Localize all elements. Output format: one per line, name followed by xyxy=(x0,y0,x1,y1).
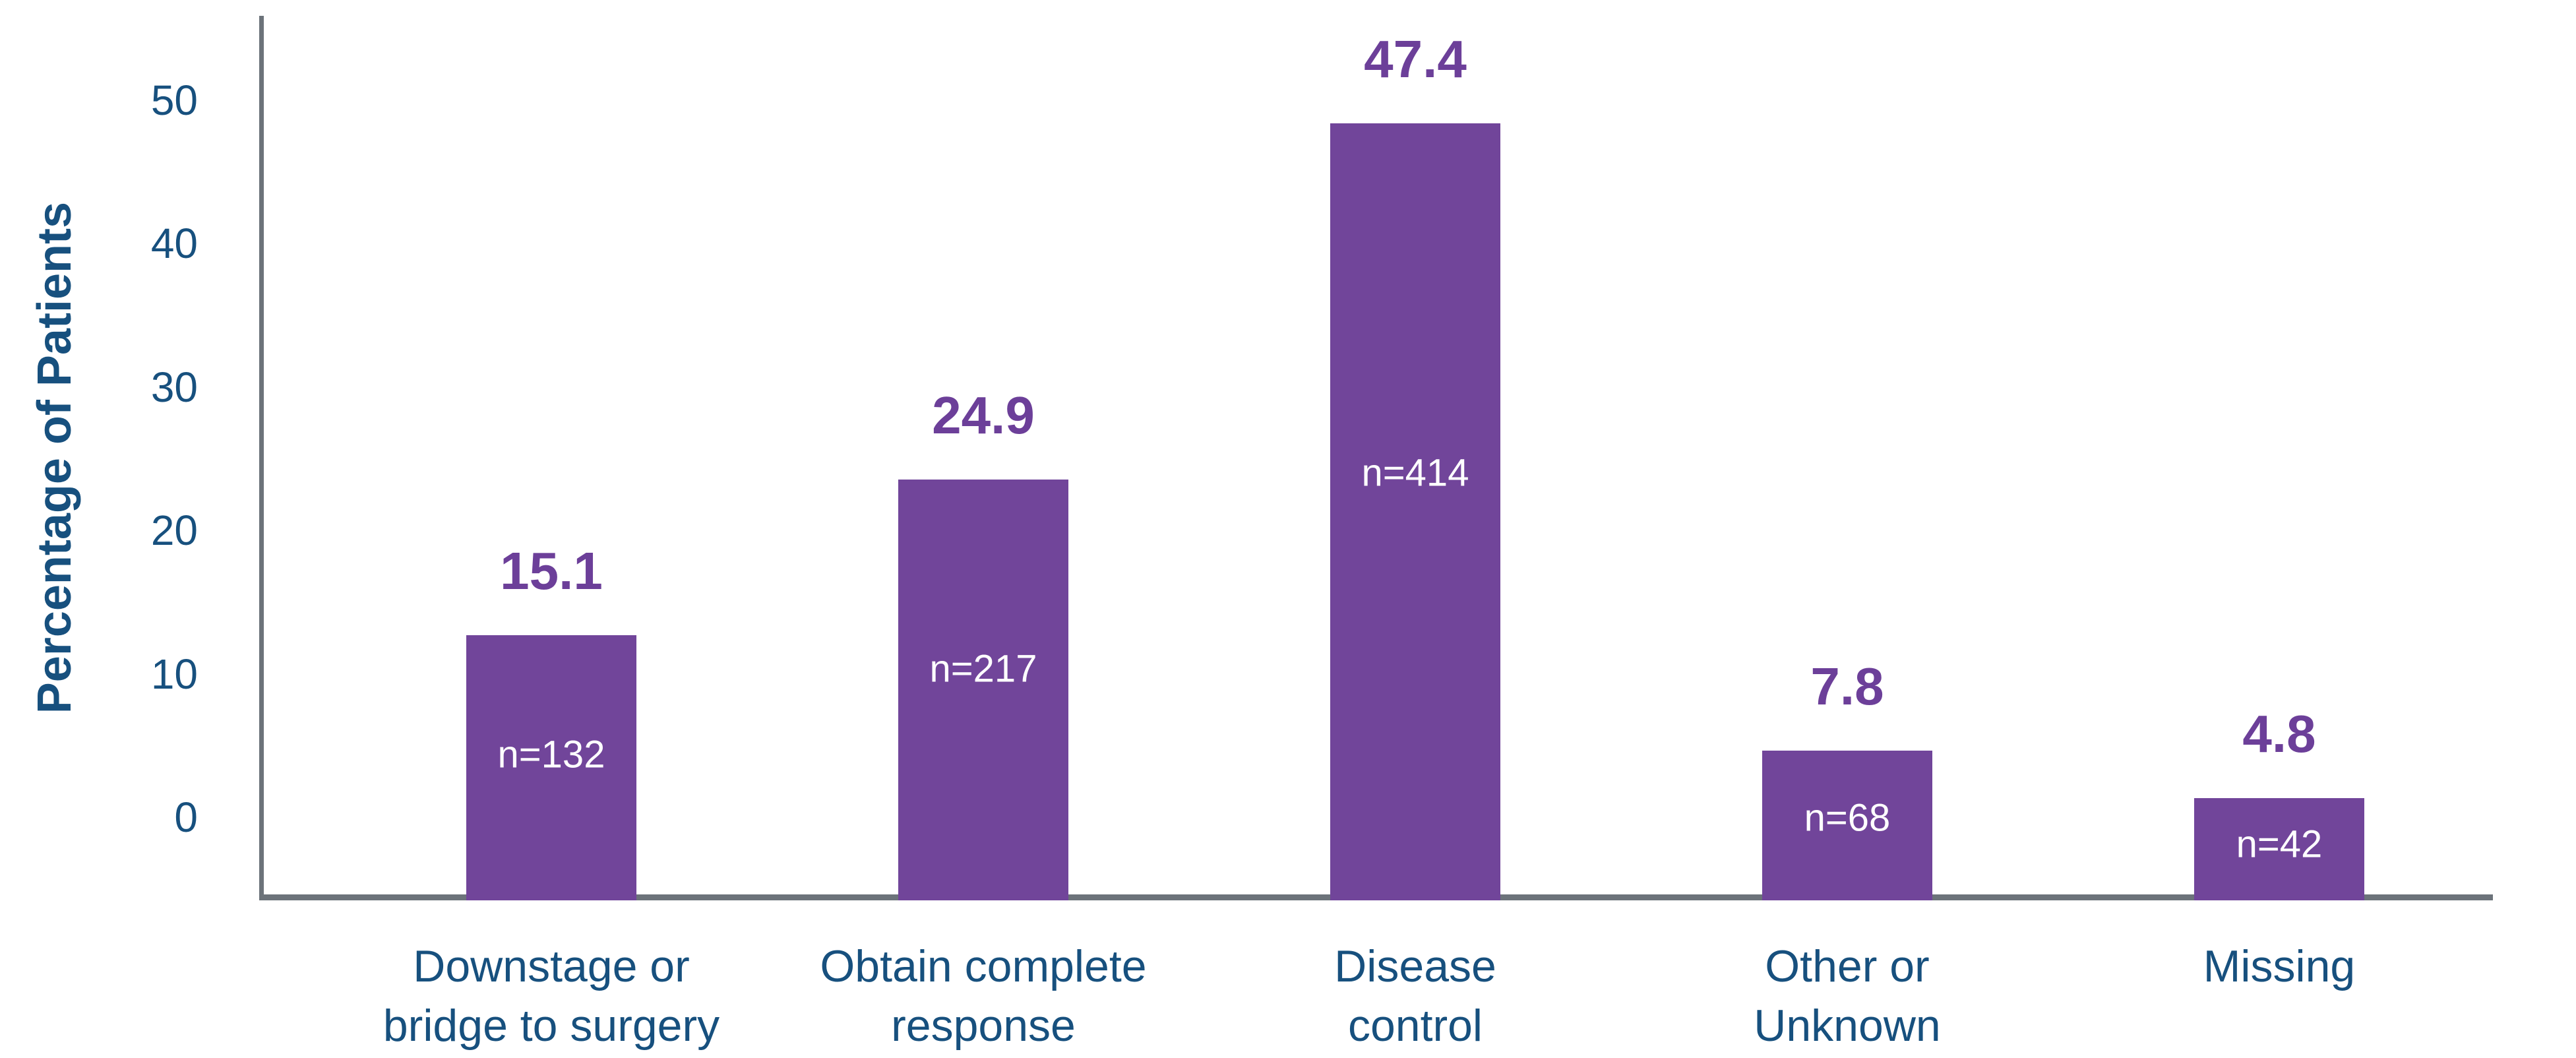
bar-value-label: 4.8 xyxy=(2242,704,2316,763)
category-label: Missing xyxy=(2048,937,2510,996)
category-label-line: Obtain complete xyxy=(820,941,1147,991)
category-label: Disease control xyxy=(1184,937,1646,1055)
category-label-line: Other or xyxy=(1765,941,1930,991)
y-tick-label: 0 xyxy=(174,794,198,841)
bar-value-label: 47.4 xyxy=(1364,30,1467,89)
category-label: Downstage or bridge to surgery xyxy=(321,937,782,1055)
bar-n-label: n=132 xyxy=(497,733,605,776)
y-tick-label: 30 xyxy=(150,363,198,411)
bar-n-label: n=217 xyxy=(929,647,1037,691)
bar: n=414 xyxy=(1330,123,1500,900)
bar-n-label: n=68 xyxy=(1804,796,1891,840)
bar-value-label: 7.8 xyxy=(1810,656,1884,716)
category-label-line: Missing xyxy=(2203,941,2356,991)
y-axis-line xyxy=(259,16,264,900)
category-label-line: bridge to surgery xyxy=(383,1001,720,1051)
y-axis-title: Percentage of Patients xyxy=(28,201,81,714)
bar: n=68 xyxy=(1762,750,1932,900)
bar-n-label: n=42 xyxy=(2236,823,2323,866)
category-label: Other or Unknown xyxy=(1616,937,2078,1055)
y-axis-title-wrap: Percentage of Patients xyxy=(18,16,91,900)
category-label-line: Unknown xyxy=(1754,1001,1941,1051)
y-tick-label: 20 xyxy=(150,507,198,555)
category-label: Obtain complete response xyxy=(752,937,1214,1055)
category-label-line: control xyxy=(1347,1001,1483,1051)
y-tick-label: 50 xyxy=(150,77,198,124)
bar-value-label: 15.1 xyxy=(500,541,603,600)
bar-value-label: 24.9 xyxy=(932,386,1035,445)
bar: n=42 xyxy=(2194,797,2364,900)
y-tick-label: 10 xyxy=(150,650,198,698)
bar: n=132 xyxy=(466,635,636,900)
y-tick-label: 40 xyxy=(150,220,198,268)
bar-n-label: n=414 xyxy=(1361,451,1469,495)
category-label-line: response xyxy=(891,1001,1076,1051)
category-label-line: Downstage or xyxy=(413,941,690,991)
bar: n=217 xyxy=(898,480,1068,900)
category-label-line: Disease xyxy=(1334,941,1496,991)
